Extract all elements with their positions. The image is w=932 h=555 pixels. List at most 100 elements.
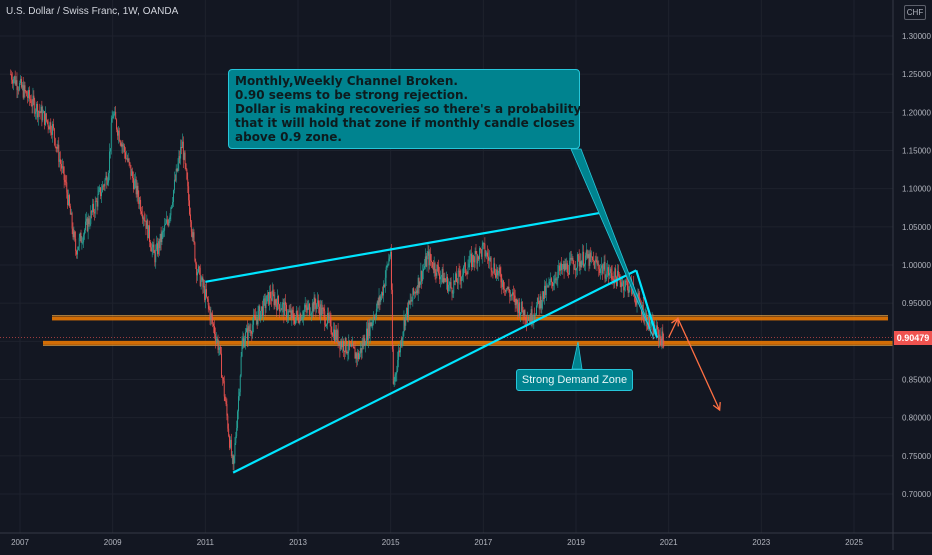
candle-body bbox=[226, 404, 228, 416]
candle-body bbox=[451, 287, 453, 294]
candle-body bbox=[254, 316, 256, 320]
candle-body bbox=[167, 222, 169, 226]
candle-body bbox=[476, 253, 478, 264]
candle-body bbox=[279, 309, 281, 312]
candle-body bbox=[505, 288, 507, 292]
candle-body bbox=[418, 277, 420, 288]
candle-body bbox=[70, 213, 72, 215]
candle-body bbox=[373, 317, 375, 323]
candle-body bbox=[113, 114, 115, 117]
candle-body bbox=[455, 273, 457, 282]
analysis-callout[interactable]: Monthly,Weekly Channel Broken. 0.90 seem… bbox=[228, 69, 581, 149]
candle-body bbox=[539, 296, 541, 309]
candle-body bbox=[566, 263, 568, 270]
candle-body bbox=[447, 276, 448, 292]
candle-body bbox=[606, 271, 608, 279]
candle-body bbox=[367, 328, 368, 341]
projection-up-arrowhead bbox=[671, 317, 679, 327]
candle-body bbox=[45, 113, 47, 121]
candle-body bbox=[394, 374, 396, 382]
candle-body bbox=[335, 329, 337, 340]
candle-body bbox=[486, 252, 488, 256]
candle-body bbox=[299, 313, 301, 323]
candle-body bbox=[649, 326, 651, 329]
candle-body bbox=[260, 310, 262, 320]
trendline-channel-bottom bbox=[232, 269, 637, 474]
candle-body bbox=[319, 304, 321, 317]
candle-body bbox=[323, 308, 325, 312]
candle-body bbox=[449, 282, 451, 285]
candle-body bbox=[377, 301, 379, 306]
x-tick-label: 2011 bbox=[197, 538, 215, 547]
candle-body bbox=[188, 186, 190, 201]
candle-body bbox=[597, 263, 599, 265]
candle-body bbox=[195, 260, 197, 265]
demand-zone-label[interactable]: Strong Demand Zone bbox=[516, 369, 633, 391]
candle-body bbox=[145, 220, 147, 229]
candle-body bbox=[139, 199, 141, 205]
candle-body bbox=[52, 124, 54, 129]
candle-body bbox=[296, 310, 298, 315]
candle-body bbox=[47, 121, 49, 127]
candle-body bbox=[511, 294, 513, 296]
candle-body bbox=[50, 122, 52, 133]
trendlines[interactable] bbox=[205, 148, 721, 474]
candle-body bbox=[481, 245, 483, 257]
candle-body bbox=[342, 341, 344, 351]
candle-body bbox=[56, 147, 58, 149]
candle-body bbox=[90, 211, 92, 224]
candle-body bbox=[388, 258, 390, 265]
candle-body bbox=[534, 315, 536, 317]
candle-body bbox=[117, 129, 118, 136]
candle-body bbox=[290, 310, 292, 319]
candle-body bbox=[623, 281, 625, 291]
candle-body bbox=[148, 225, 150, 239]
candle-body bbox=[560, 263, 562, 271]
candle-body bbox=[425, 256, 427, 267]
candle-body bbox=[391, 251, 392, 290]
candle-body bbox=[44, 111, 45, 125]
candle-body bbox=[496, 269, 498, 276]
candle-body bbox=[25, 91, 27, 92]
y-tick-label: 0.85000 bbox=[902, 376, 931, 385]
candle-body bbox=[578, 256, 580, 267]
candle-body bbox=[559, 265, 561, 271]
candle-body bbox=[69, 206, 71, 215]
candle-body bbox=[72, 228, 74, 238]
candle-body bbox=[62, 166, 64, 167]
candle-body bbox=[540, 296, 542, 309]
candle-body bbox=[591, 256, 593, 258]
candle-body bbox=[197, 272, 198, 276]
candle-body bbox=[507, 286, 509, 289]
candle-body bbox=[349, 340, 351, 347]
candle-body bbox=[320, 304, 322, 316]
candle-body bbox=[357, 352, 359, 360]
candle-body bbox=[537, 297, 539, 301]
candle-body bbox=[586, 250, 588, 258]
candle-body bbox=[339, 342, 341, 350]
candle-body bbox=[482, 243, 484, 246]
candle-body bbox=[256, 319, 258, 325]
symbol-title[interactable]: U.S. Dollar / Swiss Franc, 1W, OANDA bbox=[6, 6, 179, 17]
candle-body bbox=[147, 220, 149, 239]
candle-body bbox=[213, 323, 215, 327]
candle-body bbox=[584, 255, 586, 265]
candle-body bbox=[136, 185, 138, 195]
candle-body bbox=[114, 111, 116, 115]
candle-body bbox=[625, 280, 627, 282]
candle-body bbox=[306, 307, 308, 311]
candle-body bbox=[123, 145, 125, 147]
candle-body bbox=[421, 270, 423, 281]
candle-body bbox=[583, 251, 585, 267]
candle-body bbox=[385, 267, 387, 278]
candle-body bbox=[609, 268, 611, 273]
currency-badge[interactable]: CHF bbox=[904, 5, 926, 20]
x-tick-label: 2021 bbox=[660, 538, 678, 547]
candle-body bbox=[157, 241, 159, 255]
candle-body bbox=[322, 307, 324, 309]
candle-body bbox=[169, 215, 171, 220]
candle-body bbox=[488, 257, 490, 261]
candle-body bbox=[334, 329, 336, 341]
candle-body bbox=[235, 436, 237, 444]
candle-body bbox=[33, 95, 35, 101]
